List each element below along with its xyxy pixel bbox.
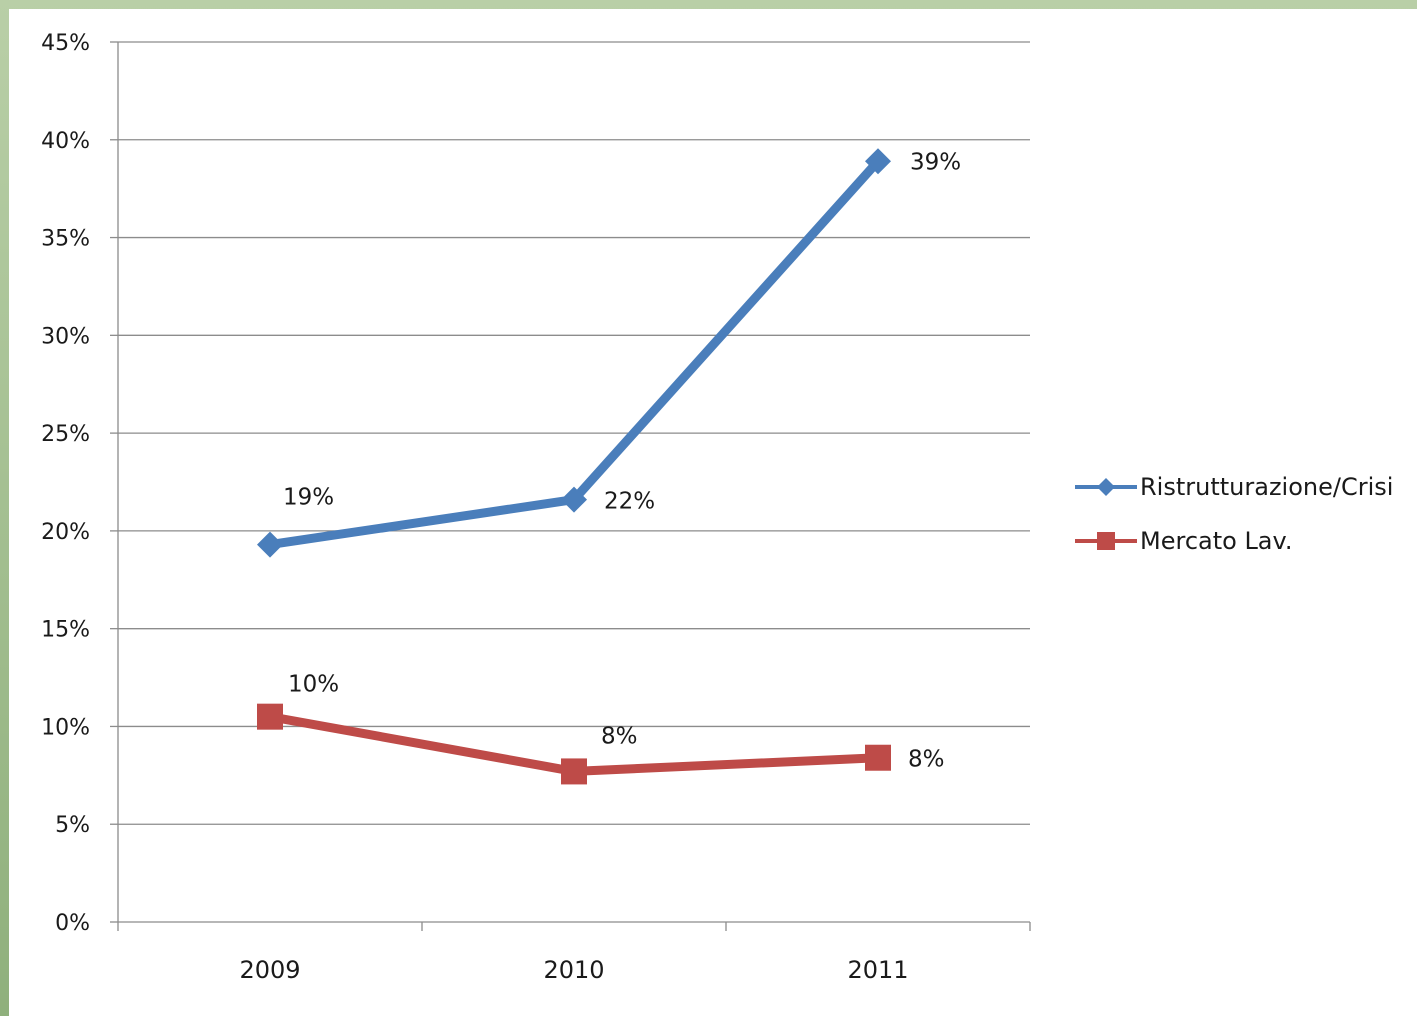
data-point-diamond xyxy=(561,486,587,513)
series-group: 19% 22% 39% 10% 8% 8% xyxy=(257,148,961,785)
y-tick-label: 45% xyxy=(41,31,90,56)
y-tick-label: 20% xyxy=(41,520,90,545)
y-tick-label: 10% xyxy=(41,715,90,740)
gridlines xyxy=(118,41,1030,825)
legend-label: Mercato Lav. xyxy=(1140,527,1292,555)
data-point-square xyxy=(865,744,891,771)
y-tick-label: 25% xyxy=(41,422,90,447)
data-point-square xyxy=(561,758,587,785)
chart-panel xyxy=(9,9,1417,1016)
y-tick-label: 35% xyxy=(41,227,90,252)
axes xyxy=(110,41,1031,931)
data-label: 22% xyxy=(604,489,655,515)
y-tick-label: 15% xyxy=(41,618,90,643)
data-point-diamond xyxy=(865,148,891,175)
legend-marker-square xyxy=(1097,532,1115,550)
x-category-label: 2011 xyxy=(847,956,908,984)
data-label: 8% xyxy=(908,747,945,773)
data-point-square xyxy=(257,703,283,730)
x-axis-category-labels: 2009 2010 2011 xyxy=(239,956,908,984)
legend: Ristrutturazione/Crisi Mercato Lav. xyxy=(1075,473,1393,555)
data-label: 8% xyxy=(601,723,638,749)
x-category-label: 2010 xyxy=(543,956,604,984)
data-label: 10% xyxy=(288,672,339,698)
legend-entry: Ristrutturazione/Crisi xyxy=(1075,473,1393,501)
series-ristrutturazione-crisi: 19% 22% 39% xyxy=(257,148,961,558)
y-tick-label: 30% xyxy=(41,324,90,349)
legend-entry: Mercato Lav. xyxy=(1075,527,1292,555)
series-mercato-lav: 10% 8% 8% xyxy=(257,672,945,785)
legend-label: Ristrutturazione/Crisi xyxy=(1140,473,1393,501)
data-point-diamond xyxy=(257,531,283,558)
legend-marker-diamond xyxy=(1097,478,1115,496)
x-category-label: 2009 xyxy=(239,956,300,984)
data-label: 39% xyxy=(910,149,961,175)
data-label: 19% xyxy=(283,485,334,511)
y-tick-label: 5% xyxy=(55,813,90,838)
y-tick-label: 40% xyxy=(41,129,90,154)
y-axis-tick-labels: 0% 5% 10% 15% 20% 25% 30% 35% 40% 45% xyxy=(41,31,90,936)
y-tick-label: 0% xyxy=(55,911,90,936)
